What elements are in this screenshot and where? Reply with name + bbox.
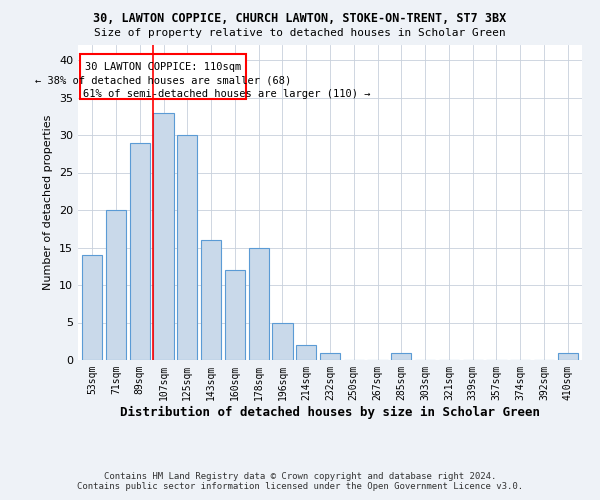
Bar [130,142,150,360]
X-axis label: Distribution of detached houses by size in Scholar Green: Distribution of detached houses by size … [120,406,540,418]
Bar [177,135,197,360]
Bar [154,112,173,360]
Bar [272,322,293,360]
Y-axis label: Number of detached properties: Number of detached properties [43,115,53,290]
Text: 30 LAWTON COPPICE: 110sqm: 30 LAWTON COPPICE: 110sqm [85,62,241,72]
Text: 30, LAWTON COPPICE, CHURCH LAWTON, STOKE-ON-TRENT, ST7 3BX: 30, LAWTON COPPICE, CHURCH LAWTON, STOKE… [94,12,506,26]
Bar [320,352,340,360]
Text: Contains public sector information licensed under the Open Government Licence v3: Contains public sector information licen… [77,482,523,491]
Bar [106,210,126,360]
Bar [248,248,269,360]
Bar [296,345,316,360]
Text: Size of property relative to detached houses in Scholar Green: Size of property relative to detached ho… [94,28,506,38]
Bar [201,240,221,360]
Text: ← 38% of detached houses are smaller (68): ← 38% of detached houses are smaller (68… [35,76,291,86]
FancyBboxPatch shape [80,54,245,99]
Text: Contains HM Land Registry data © Crown copyright and database right 2024.: Contains HM Land Registry data © Crown c… [104,472,496,481]
Bar [225,270,245,360]
Bar [82,255,103,360]
Bar [391,352,412,360]
Bar [557,352,578,360]
Text: 61% of semi-detached houses are larger (110) →: 61% of semi-detached houses are larger (… [83,90,370,100]
